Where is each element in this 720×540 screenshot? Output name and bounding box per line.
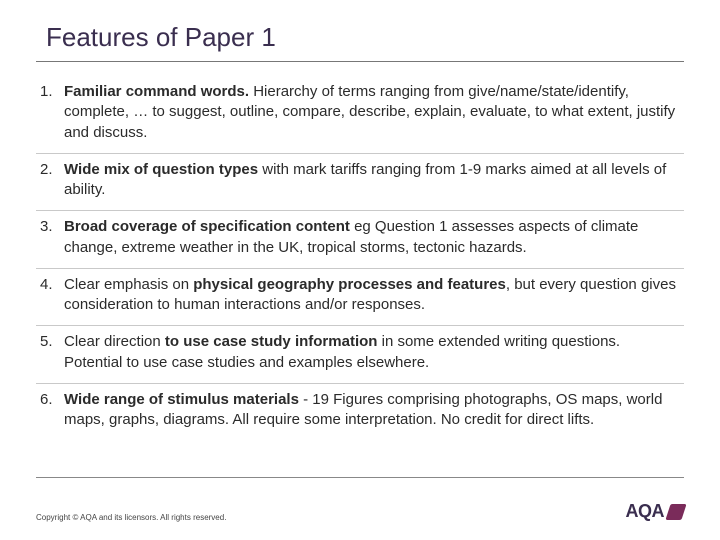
page-title: Features of Paper 1 [36,22,684,61]
item-number: 5. [40,332,64,373]
item-lead-plain: Clear direction [64,333,165,350]
slide: Features of Paper 1 1. Familiar command … [0,0,720,540]
item-number: 3. [40,217,64,258]
item-body: Broad coverage of specification content … [64,217,684,258]
item-number: 1. [40,82,64,143]
aqa-logo: AQA [626,501,685,522]
footer: Copyright © AQA and its licensors. All r… [36,478,684,522]
list-item: 6. Wide range of stimulus materials - 19… [36,384,684,441]
item-body: Familiar command words. Hierarchy of ter… [64,82,684,143]
item-number: 2. [40,160,64,201]
feature-list: 1. Familiar command words. Hierarchy of … [36,76,684,471]
list-item: 4. Clear emphasis on physical geography … [36,269,684,326]
item-lead-bold: Familiar command words. [64,83,249,100]
copyright-text: Copyright © AQA and its licensors. All r… [36,513,226,522]
list-item: 1. Familiar command words. Hierarchy of … [36,76,684,153]
title-divider [36,61,684,62]
item-lead-plain: Clear emphasis on [64,276,193,293]
item-lead-bold: Wide mix of question types [64,161,258,178]
list-item: 3. Broad coverage of specification conte… [36,211,684,268]
logo-text: AQA [626,501,665,522]
item-number: 4. [40,275,64,316]
item-lead-bold: Broad coverage of specification content [64,218,350,235]
item-body: Wide mix of question types with mark tar… [64,160,684,201]
list-item: 5. Clear direction to use case study inf… [36,326,684,383]
item-body: Wide range of stimulus materials - 19 Fi… [64,390,684,431]
list-item: 2. Wide mix of question types with mark … [36,154,684,211]
item-body: Clear emphasis on physical geography pro… [64,275,684,316]
logo-mark-icon [665,504,686,520]
item-mid-bold: to use case study information [165,333,378,350]
item-mid-bold: physical geography processes and feature… [193,276,506,293]
item-number: 6. [40,390,64,431]
item-body: Clear direction to use case study inform… [64,332,684,373]
item-lead-bold: Wide range of stimulus materials [64,391,299,408]
